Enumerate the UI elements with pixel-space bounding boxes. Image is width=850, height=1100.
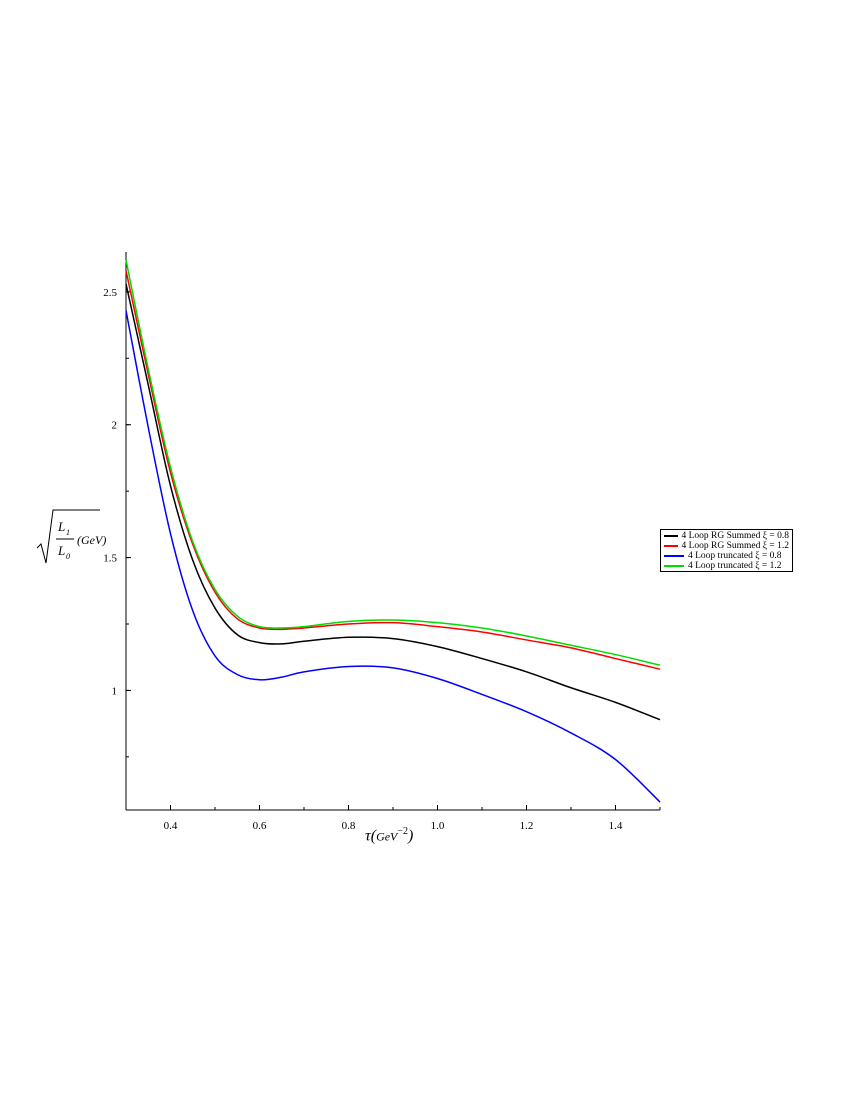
y-axis-label: L 1 L 0 (GeV)	[36, 508, 106, 568]
y-axis-label-graphic: L 1 L 0 (GeV)	[36, 509, 106, 564]
x-tick-label: 0.8	[342, 820, 356, 832]
legend-label: 4 Loop truncated ξ = 0.8	[688, 551, 782, 561]
x-tick-label: 1.4	[609, 820, 623, 832]
legend-label: 4 Loop RG Summed ξ = 0.8	[681, 531, 790, 541]
series-line-0	[125, 283, 661, 721]
legend-item: 4 Loop RG Summed ξ = 1.2	[664, 541, 789, 551]
y-tick-label: 2	[112, 420, 118, 432]
legend-label: 4 Loop RG Summed ξ = 1.2	[681, 541, 790, 551]
series-line-3	[125, 259, 661, 666]
x-axis-label: τ(GeV−2)	[365, 826, 414, 845]
y-label-denominator-sub: 0	[66, 552, 70, 561]
series-line-1	[125, 270, 661, 670]
y-label-numerator-sub: 1	[66, 528, 70, 537]
x-label-symbol: τ	[365, 827, 371, 845]
legend-item: 4 Loop RG Summed ξ = 0.8	[664, 531, 789, 541]
series-line-2	[125, 310, 661, 803]
y-tick-label: 1	[112, 685, 118, 697]
legend-label: 4 Loop truncated ξ = 1.2	[688, 561, 782, 571]
x-label-exponent: −2	[397, 826, 409, 837]
sqrt-sign	[36, 509, 100, 564]
y-label-unit: (GeV)	[77, 533, 106, 547]
x-label-unit: GeV	[376, 829, 398, 844]
x-tick-label: 0.4	[164, 820, 178, 832]
legend-item: 4 Loop truncated ξ = 0.8	[664, 551, 789, 561]
legend: 4 Loop RG Summed ξ = 0.8 4 Loop RG Summed…	[660, 529, 793, 572]
x-tick-label: 1.0	[431, 820, 445, 832]
legend-swatch	[664, 535, 678, 537]
legend-swatch	[664, 555, 684, 557]
legend-swatch	[664, 545, 678, 547]
y-tick-label: 1.5	[103, 553, 117, 565]
x-tick-label: 0.6	[253, 820, 267, 832]
x-tick-label: 1.2	[520, 820, 534, 832]
legend-item: 4 Loop truncated ξ = 1.2	[664, 561, 789, 571]
legend-swatch	[664, 565, 684, 567]
y-label-numerator: L	[57, 519, 65, 534]
y-tick-label: 2.5	[103, 287, 117, 299]
series-layer	[125, 259, 661, 803]
y-label-denominator: L	[57, 543, 65, 558]
